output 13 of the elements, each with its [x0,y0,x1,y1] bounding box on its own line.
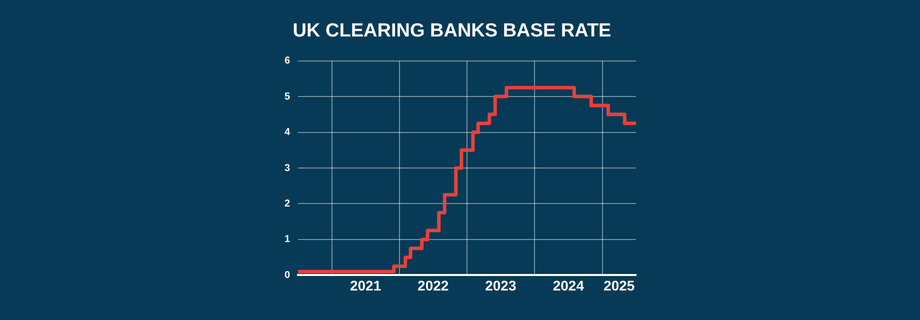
x-tick-label: 2023 [485,277,516,294]
y-tick-label: 2 [284,198,290,210]
x-tick-label: 2025 [604,277,635,294]
x-tick-label: 2021 [350,277,382,294]
y-tick-label: 3 [284,162,290,174]
y-tick-label: 1 [284,234,290,246]
x-tick-label: 2024 [552,277,584,294]
chart-title: UK CLEARING BANKS BASE RATE [292,20,612,42]
x-tick-label: 2022 [418,277,449,294]
y-tick-label: 4 [284,127,290,138]
y-tick-label: 0 [284,270,290,281]
y-tick-label: 5 [284,91,290,102]
y-tick-label: 6 [284,56,290,67]
